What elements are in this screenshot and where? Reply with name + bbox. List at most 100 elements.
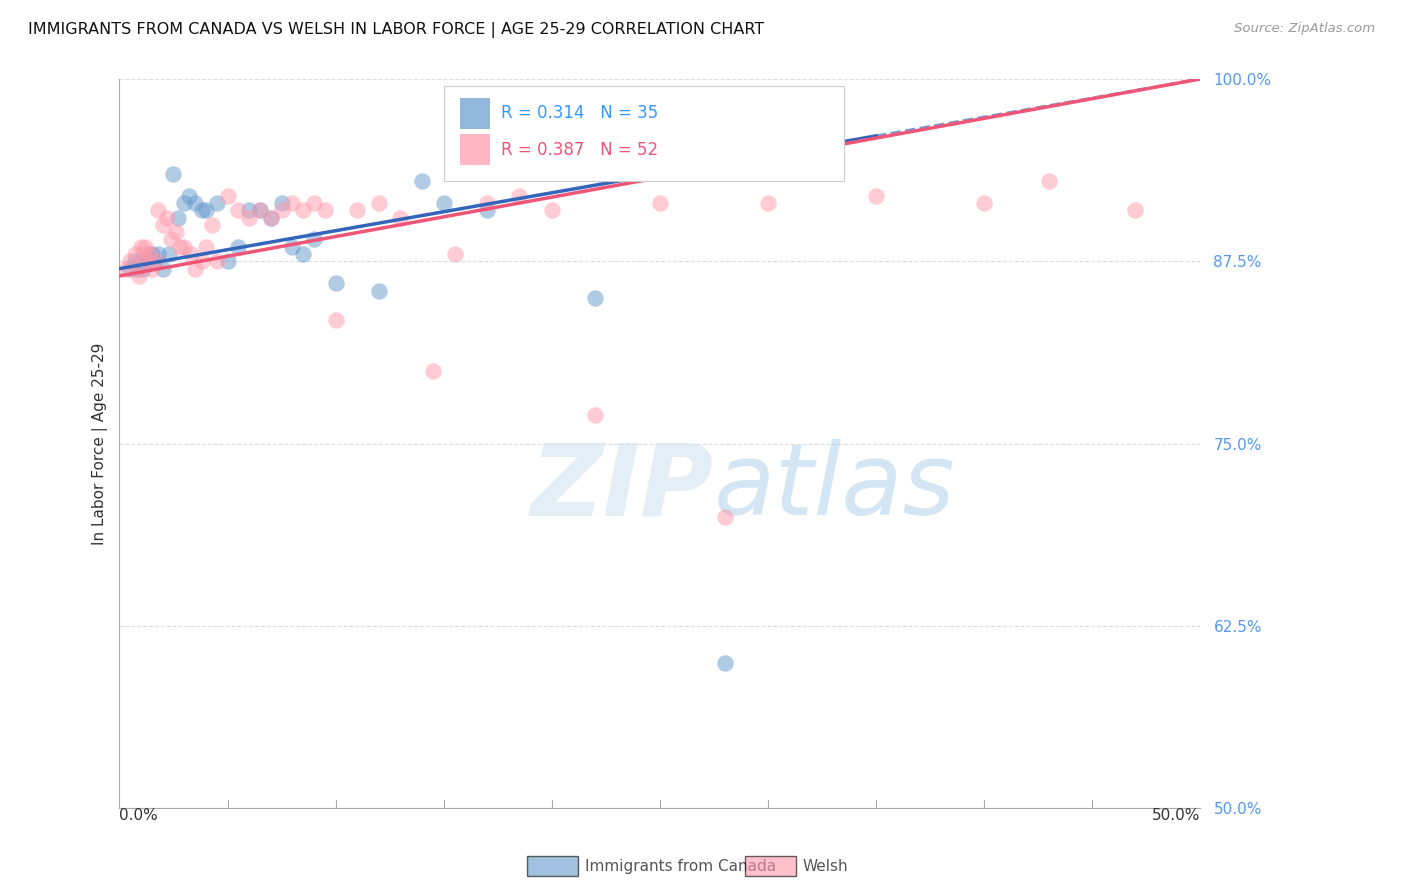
Point (260, 211, 283, 225)
FancyBboxPatch shape (460, 135, 491, 165)
Point (411, 174, 433, 188)
FancyBboxPatch shape (444, 87, 844, 181)
Point (132, 261, 155, 276)
Point (138, 247, 160, 261)
Point (190, 254, 212, 268)
Point (865, 188, 887, 202)
Point (270, 196, 292, 211)
Point (1038, 174, 1060, 188)
Point (238, 203, 260, 218)
Point (648, 196, 671, 211)
Point (132, 247, 155, 261)
Point (166, 211, 188, 225)
FancyBboxPatch shape (460, 98, 491, 128)
Point (129, 240, 152, 254)
Point (148, 203, 170, 218)
Point (367, 284, 389, 298)
Point (217, 254, 239, 268)
Point (713, 656, 735, 670)
Point (270, 203, 292, 218)
Y-axis label: In Labor Force | Age 25-29: In Labor Force | Age 25-29 (93, 343, 108, 545)
Point (205, 196, 228, 211)
Point (325, 277, 347, 291)
Text: Welsh: Welsh (803, 859, 848, 873)
Point (973, 196, 995, 211)
Point (165, 225, 187, 239)
Text: R = 0.387   N = 52: R = 0.387 N = 52 (501, 141, 658, 159)
Point (141, 261, 163, 276)
Point (238, 211, 260, 225)
Text: ZIP: ZIP (530, 439, 713, 536)
Text: Immigrants from Canada: Immigrants from Canada (585, 859, 776, 873)
Point (134, 240, 156, 254)
Text: IMMIGRANTS FROM CANADA VS WELSH IN LABOR FORCE | AGE 25-29 CORRELATION CHART: IMMIGRANTS FROM CANADA VS WELSH IN LABOR… (28, 22, 765, 38)
Point (422, 364, 444, 378)
Point (143, 254, 166, 268)
Point (157, 247, 180, 261)
Point (314, 203, 336, 218)
Text: R = 0.314   N = 35: R = 0.314 N = 35 (501, 104, 658, 122)
Text: atlas: atlas (714, 439, 956, 536)
Point (228, 240, 250, 254)
Point (124, 254, 146, 268)
Point (173, 240, 195, 254)
Point (125, 261, 148, 276)
Point (249, 203, 271, 218)
Point (152, 261, 174, 276)
Point (120, 254, 142, 268)
Text: Source: ZipAtlas.com: Source: ZipAtlas.com (1234, 22, 1375, 36)
Point (125, 261, 148, 276)
Point (583, 408, 606, 422)
Point (292, 203, 315, 218)
Point (184, 261, 207, 276)
Point (194, 203, 217, 218)
Point (145, 254, 167, 268)
Point (120, 261, 142, 276)
Point (205, 254, 228, 268)
Point (228, 203, 250, 218)
Point (1125, 203, 1147, 218)
Point (162, 167, 184, 181)
Point (160, 232, 183, 246)
Point (389, 211, 412, 225)
Text: 0.0%: 0.0% (120, 808, 159, 823)
Point (713, 509, 735, 524)
Point (148, 247, 170, 261)
Point (190, 203, 212, 218)
Point (217, 188, 239, 202)
Text: 50.0%: 50.0% (1152, 808, 1201, 823)
Point (367, 196, 389, 211)
Point (115, 261, 138, 276)
Point (475, 196, 498, 211)
Point (141, 247, 163, 261)
Point (249, 203, 271, 218)
Point (281, 240, 304, 254)
Point (169, 240, 191, 254)
Point (136, 254, 159, 268)
Point (325, 312, 347, 326)
Point (128, 268, 150, 283)
Point (177, 188, 200, 202)
Point (433, 196, 456, 211)
Point (583, 291, 606, 305)
Point (260, 211, 283, 225)
Point (124, 247, 146, 261)
Point (302, 196, 325, 211)
Point (475, 203, 498, 218)
Point (173, 196, 195, 211)
Point (201, 218, 224, 232)
Point (184, 196, 207, 211)
Point (292, 247, 315, 261)
Point (152, 218, 174, 232)
Point (756, 196, 779, 211)
Point (508, 188, 530, 202)
Point (302, 232, 325, 246)
Point (180, 247, 202, 261)
Point (281, 196, 304, 211)
Point (443, 247, 465, 261)
Point (136, 254, 159, 268)
Point (156, 211, 179, 225)
Point (129, 254, 152, 268)
Point (540, 203, 562, 218)
Point (194, 240, 217, 254)
